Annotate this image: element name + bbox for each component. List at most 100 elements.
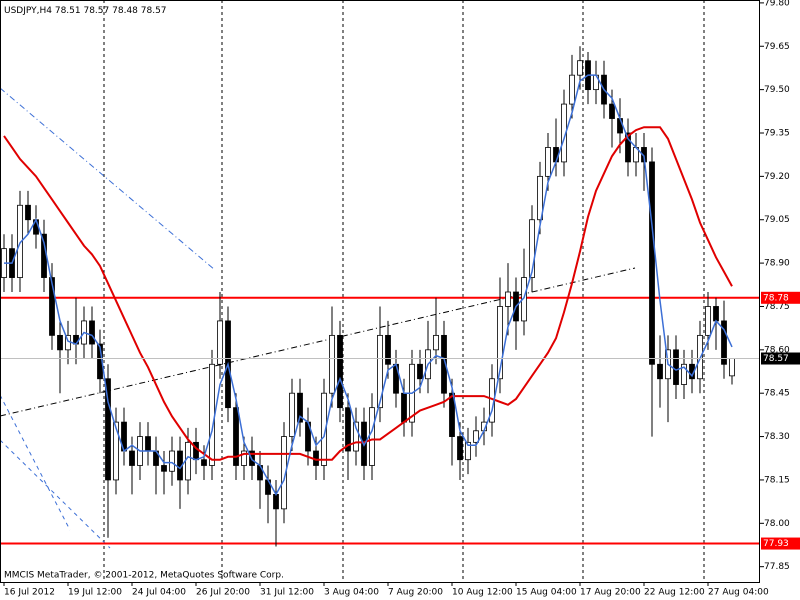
candle-body: [273, 493, 279, 510]
candle-body: [729, 358, 735, 377]
y-tick-label: 78.30: [764, 432, 790, 442]
y-tick-label: 77.85: [764, 562, 790, 572]
candle-body: [545, 147, 551, 177]
candle-body: [321, 392, 327, 466]
candle-body: [105, 378, 111, 481]
candle-body: [169, 450, 175, 472]
y-tick-label: 79.05: [764, 215, 790, 225]
candle-body: [617, 118, 623, 134]
y-tick-label: 78.00: [764, 519, 790, 529]
candle-body: [681, 363, 687, 385]
candle-body: [297, 392, 303, 423]
candle-body: [673, 349, 679, 385]
candle-body: [281, 436, 287, 510]
x-tick-label: 16 Jul 2012: [4, 588, 55, 598]
candle-body: [721, 320, 727, 365]
y-tick-label: 78.45: [764, 389, 790, 399]
candle-body: [569, 74, 575, 105]
candle-body: [497, 306, 503, 380]
candle-body: [145, 436, 151, 452]
x-tick-label: 26 Jul 20:00: [196, 588, 250, 598]
candle-body: [609, 103, 615, 119]
x-tick-label: 24 Jul 04:00: [132, 588, 186, 598]
candle-body: [49, 277, 55, 336]
price-label-box: [761, 352, 800, 365]
candle-body: [89, 320, 95, 345]
candle-body: [457, 436, 463, 461]
chart-header: USDJPY,H4 78.51 78.57 78.48 78.57: [4, 6, 167, 16]
candle-body: [329, 334, 335, 394]
header-open: 78.51: [55, 6, 81, 16]
candle-body: [505, 291, 511, 307]
plot-frame: [0, 0, 760, 583]
candle-body: [129, 450, 135, 466]
candle-body: [473, 430, 479, 443]
y-tick-label: 78.60: [764, 345, 790, 355]
price-label: 78.57: [763, 354, 789, 364]
candle-body: [713, 306, 719, 322]
trend-line: [0, 439, 111, 549]
candle-body: [441, 334, 447, 394]
chart-title: USDJPY,H4: [4, 6, 52, 16]
level-label-box: [761, 537, 800, 550]
candle-body: [17, 204, 23, 278]
y-tick-label: 79.80: [764, 0, 790, 8]
header-high: 78.57: [83, 6, 109, 16]
x-tick-label: 31 Jul 12:00: [260, 588, 314, 598]
candle-body: [433, 334, 439, 351]
candle-body: [401, 392, 407, 423]
candle-body: [449, 392, 455, 437]
candle-body: [185, 441, 191, 481]
trend-line: [0, 87, 216, 271]
candle-body: [113, 421, 119, 481]
candle-body: [377, 334, 383, 409]
x-tick-label: 22 Aug 12:00: [644, 588, 705, 598]
candle-body: [625, 132, 631, 163]
candle-body: [385, 334, 391, 365]
y-tick-label: 78.75: [764, 302, 790, 312]
candle-body: [161, 465, 167, 472]
candle-body: [233, 407, 239, 466]
y-tick-label: 79.50: [764, 85, 790, 95]
header-low: 78.48: [112, 6, 138, 16]
x-tick-label: 10 Aug 12:00: [452, 588, 513, 598]
candle-body: [241, 450, 247, 466]
level-label: 78.78: [763, 293, 789, 303]
x-tick-label: 7 Aug 20:00: [388, 588, 443, 598]
x-tick-label: 27 Aug 04:00: [708, 588, 769, 598]
indicator-line: [3, 126, 733, 461]
candle-body: [337, 334, 343, 409]
period-separators: [103, 0, 705, 582]
candle-body: [57, 334, 63, 351]
x-tick-label: 3 Aug 04:00: [324, 588, 379, 598]
candle-body: [289, 392, 295, 437]
y-tick-label: 79.20: [764, 172, 790, 182]
x-tick-label: 17 Aug 20:00: [580, 588, 641, 598]
candle-body: [345, 407, 351, 452]
watermark: MMCIS MetaTrader, © 2001-2012, MetaQuote…: [4, 571, 284, 581]
y-tick-label: 79.35: [764, 128, 790, 138]
trend-line: [0, 394, 71, 531]
candle-body: [465, 441, 471, 461]
candle-body: [537, 175, 543, 221]
candle-body: [649, 161, 655, 365]
candle-body: [217, 320, 223, 365]
indicator-line: [4, 74, 733, 496]
candle-body: [209, 363, 215, 466]
candle-body: [577, 60, 583, 76]
x-tick-label: 15 Aug 04:00: [516, 588, 577, 598]
y-tick-label: 78.90: [764, 259, 790, 269]
candle-body: [201, 459, 207, 466]
level-label: 77.93: [763, 539, 789, 549]
candle-body: [529, 219, 535, 278]
y-tick-label: 79.65: [764, 42, 790, 52]
candle-body: [369, 407, 375, 466]
candle-body: [705, 306, 711, 336]
candle-body: [25, 204, 31, 221]
y-tick-label: 78.15: [764, 475, 790, 485]
header-close: 78.57: [141, 6, 167, 16]
level-label-box: [761, 291, 800, 304]
candle-body: [353, 421, 359, 452]
x-tick-label: 19 Jul 12:00: [68, 588, 122, 598]
